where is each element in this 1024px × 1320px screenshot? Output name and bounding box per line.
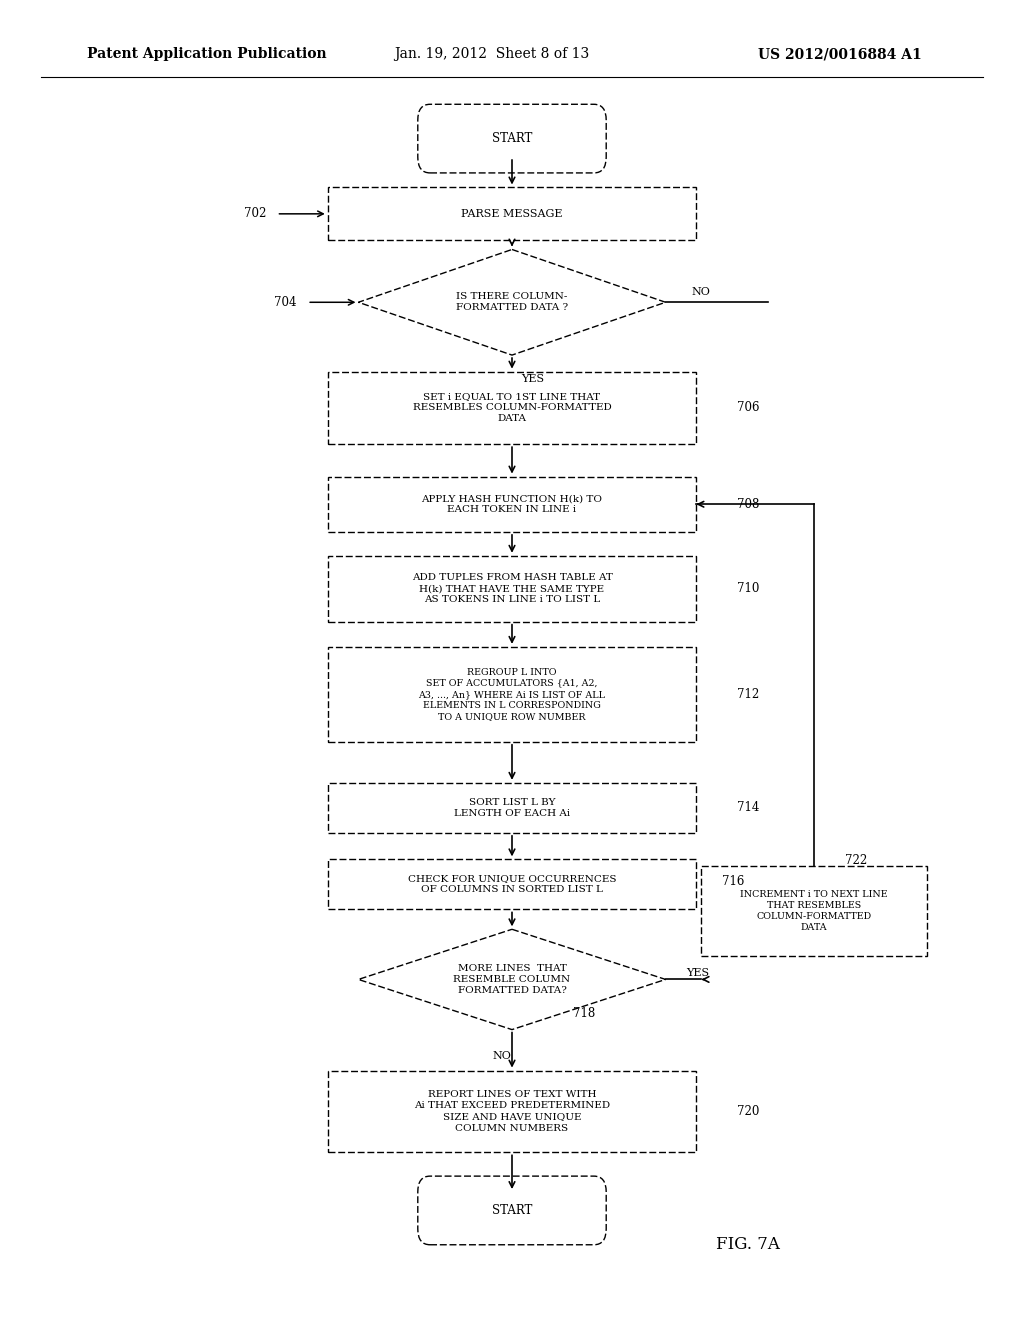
FancyBboxPatch shape [328,477,696,532]
FancyBboxPatch shape [328,783,696,833]
Text: INCREMENT i TO NEXT LINE
THAT RESEMBLES
COLUMN-FORMATTED
DATA: INCREMENT i TO NEXT LINE THAT RESEMBLES … [740,890,888,932]
Text: PARSE MESSAGE: PARSE MESSAGE [461,209,563,219]
Text: CHECK FOR UNIQUE OCCURRENCES
OF COLUMNS IN SORTED LIST L: CHECK FOR UNIQUE OCCURRENCES OF COLUMNS … [408,874,616,895]
Text: 720: 720 [737,1105,760,1118]
Text: YES: YES [521,374,544,384]
Polygon shape [358,249,666,355]
FancyBboxPatch shape [328,556,696,622]
Text: 718: 718 [573,1007,596,1020]
Text: 722: 722 [845,854,867,867]
Text: FIG. 7A: FIG. 7A [716,1237,779,1253]
Text: 702: 702 [244,207,266,220]
Text: START: START [492,1204,532,1217]
Text: 714: 714 [737,801,760,814]
Text: APPLY HASH FUNCTION H(k) TO
EACH TOKEN IN LINE i: APPLY HASH FUNCTION H(k) TO EACH TOKEN I… [422,494,602,515]
FancyBboxPatch shape [418,1176,606,1245]
Text: START: START [492,132,532,145]
Text: Patent Application Publication: Patent Application Publication [87,48,327,61]
Text: REPORT LINES OF TEXT WITH
Ai THAT EXCEED PREDETERMINED
SIZE AND HAVE UNIQUE
COLU: REPORT LINES OF TEXT WITH Ai THAT EXCEED… [414,1090,610,1133]
Text: 712: 712 [737,688,760,701]
FancyBboxPatch shape [328,1071,696,1152]
FancyBboxPatch shape [328,372,696,444]
Text: 704: 704 [274,296,297,309]
FancyBboxPatch shape [328,187,696,240]
Text: SET i EQUAL TO 1ST LINE THAT
RESEMBLES COLUMN-FORMATTED
DATA: SET i EQUAL TO 1ST LINE THAT RESEMBLES C… [413,392,611,424]
Text: 706: 706 [737,401,760,414]
FancyBboxPatch shape [328,647,696,742]
Text: YES: YES [686,968,710,978]
Text: REGROUP L INTO
SET OF ACCUMULATORS {A1, A2,
A3, ..., An} WHERE Ai IS LIST OF ALL: REGROUP L INTO SET OF ACCUMULATORS {A1, … [419,668,605,721]
Text: 716: 716 [722,875,744,888]
FancyBboxPatch shape [701,866,927,956]
Text: 708: 708 [737,498,760,511]
Text: NO: NO [691,286,710,297]
Text: NO: NO [493,1051,511,1061]
Text: 710: 710 [737,582,760,595]
FancyBboxPatch shape [418,104,606,173]
Text: IS THERE COLUMN-
FORMATTED DATA ?: IS THERE COLUMN- FORMATTED DATA ? [456,292,568,313]
Text: SORT LIST L BY
LENGTH OF EACH Ai: SORT LIST L BY LENGTH OF EACH Ai [454,797,570,818]
Text: Jan. 19, 2012  Sheet 8 of 13: Jan. 19, 2012 Sheet 8 of 13 [394,48,590,61]
Polygon shape [358,929,666,1030]
Text: US 2012/0016884 A1: US 2012/0016884 A1 [758,48,922,61]
FancyBboxPatch shape [328,859,696,909]
Text: ADD TUPLES FROM HASH TABLE AT
H(k) THAT HAVE THE SAME TYPE
AS TOKENS IN LINE i T: ADD TUPLES FROM HASH TABLE AT H(k) THAT … [412,573,612,605]
Text: MORE LINES  THAT
RESEMBLE COLUMN
FORMATTED DATA?: MORE LINES THAT RESEMBLE COLUMN FORMATTE… [454,964,570,995]
